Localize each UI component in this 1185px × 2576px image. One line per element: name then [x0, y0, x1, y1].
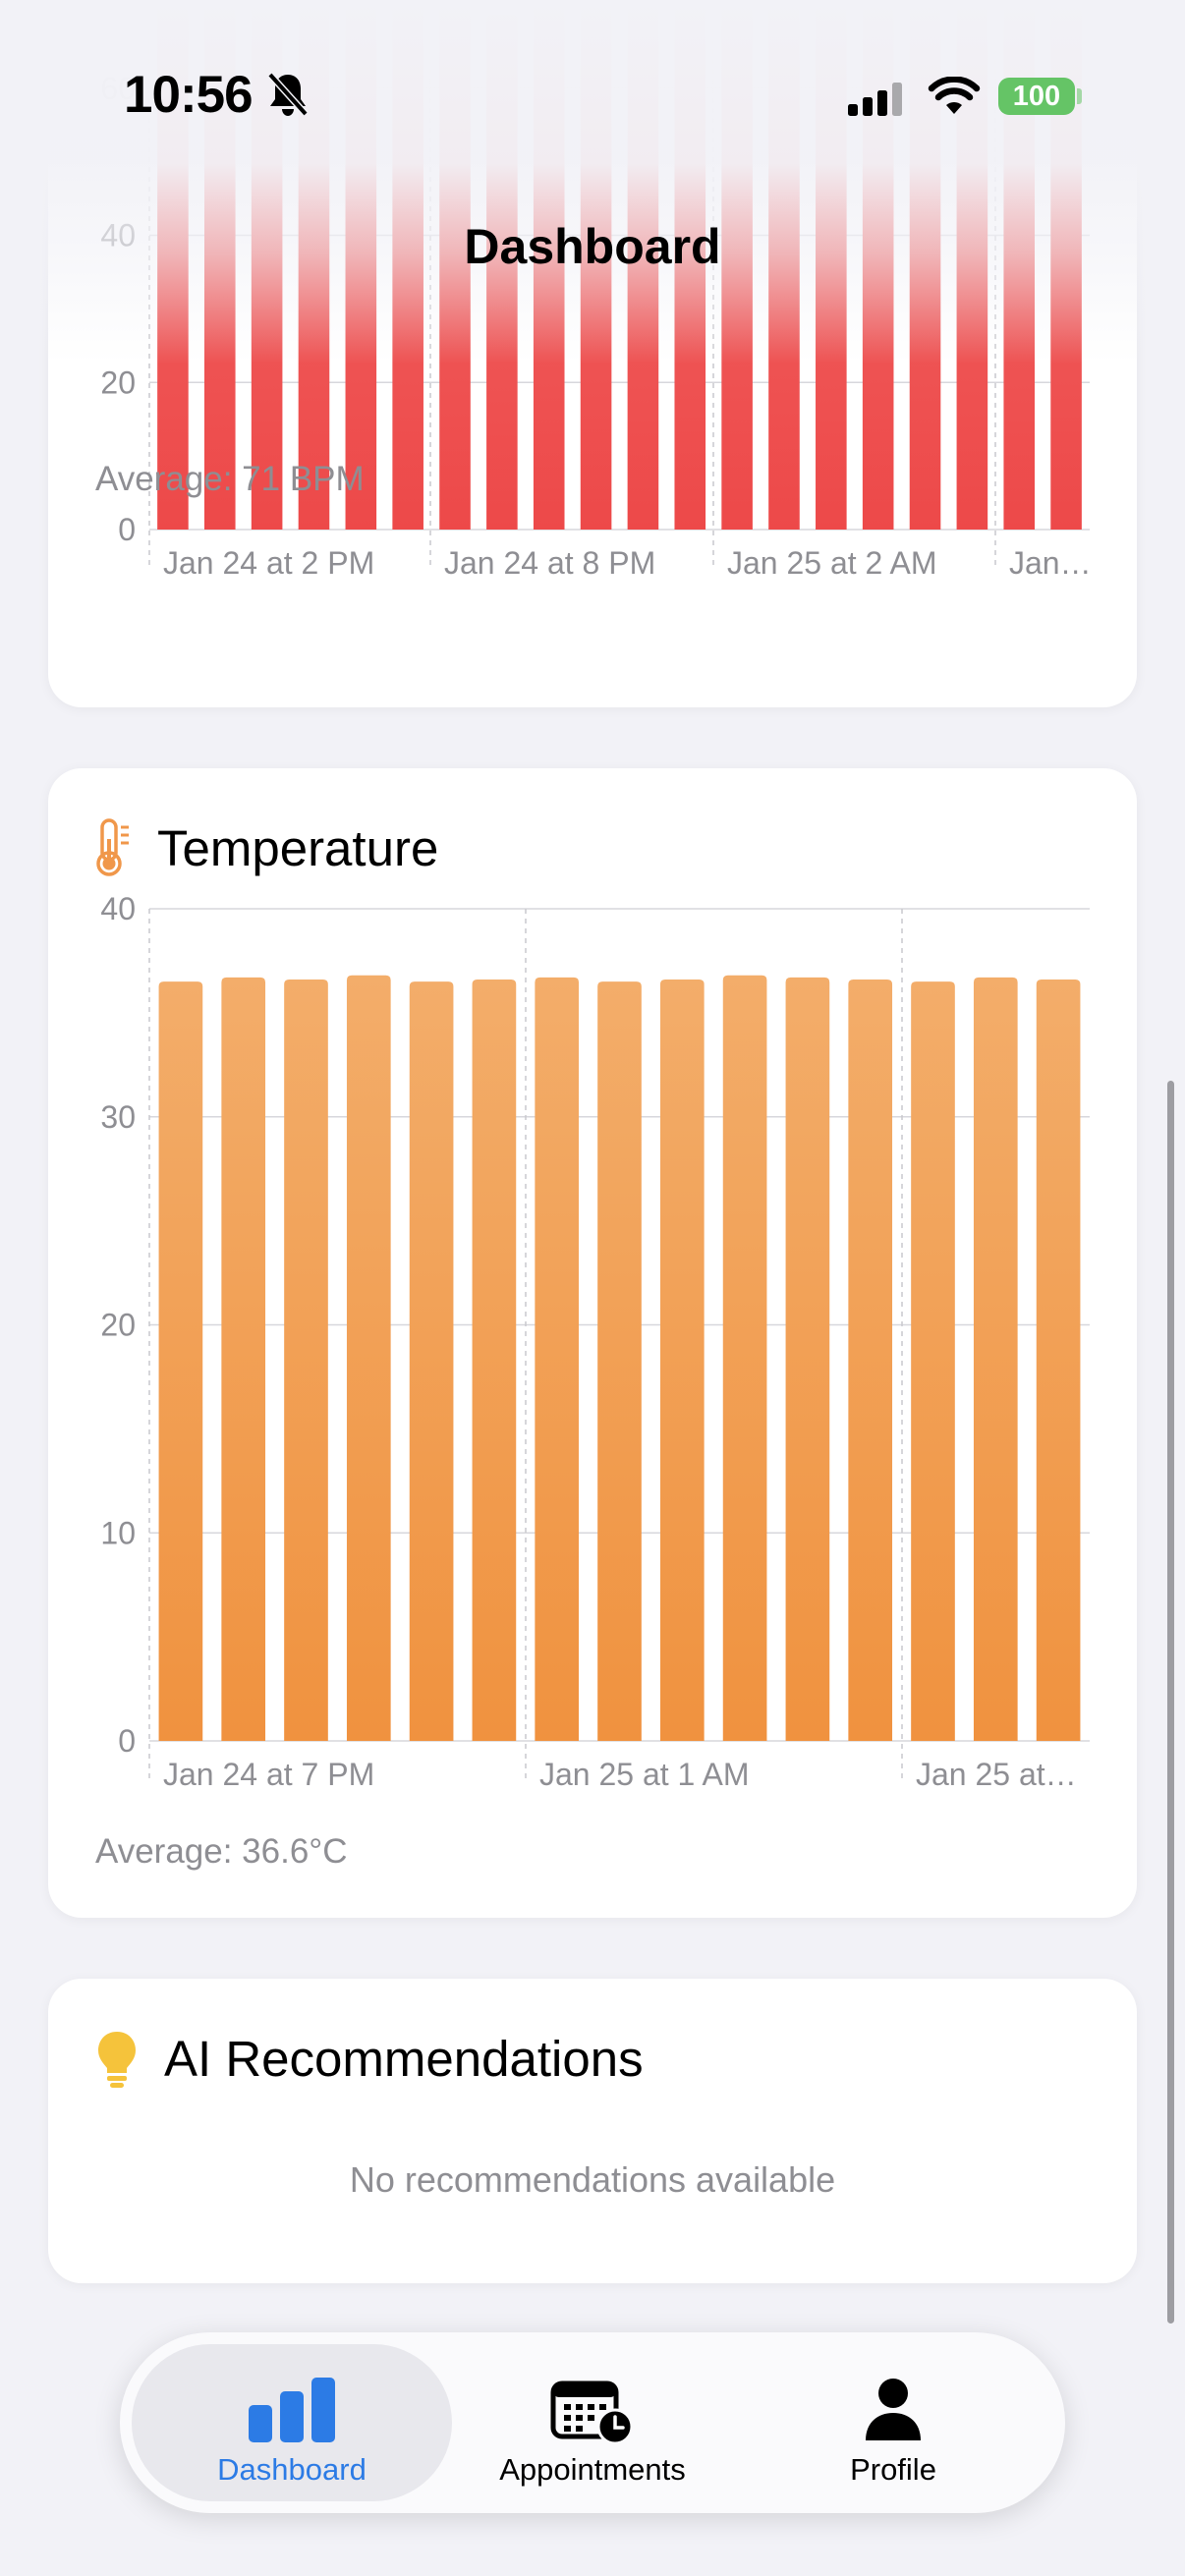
heart-rate-x-tick-label: Jan 24 at 8 PM — [444, 545, 655, 581]
temperature-bar — [722, 975, 767, 1741]
person-icon — [866, 2379, 921, 2440]
heart-rate-average: Average: 71 BPM — [95, 460, 365, 498]
scroll-indicator[interactable] — [1167, 1081, 1174, 2324]
temperature-bar — [785, 977, 830, 1741]
temperature-x-tick-label: Jan 25 at 1 AM — [539, 1757, 749, 1792]
temperature-bar — [973, 977, 1018, 1741]
temperature-y-tick-label: 0 — [118, 1723, 136, 1759]
bar-chart-icon — [249, 2378, 335, 2442]
temperature-bar — [221, 977, 266, 1741]
tab-label-appointments: Appointments — [499, 2452, 686, 2487]
temperature-bar — [158, 981, 203, 1741]
temperature-y-tick-label: 40 — [100, 891, 136, 926]
temperature-bar — [409, 981, 454, 1741]
temperature-bar — [284, 979, 328, 1741]
calendar-clock-icon — [550, 2380, 634, 2444]
wifi-icon — [928, 77, 981, 114]
temperature-bar — [597, 981, 642, 1741]
heart-rate-y-tick-label: 20 — [100, 364, 136, 400]
tab-appointments[interactable]: Appointments — [432, 2344, 753, 2501]
temperature-x-tick-label: Jan 24 at 7 PM — [163, 1757, 374, 1792]
status-time: 10:56 — [124, 66, 254, 124]
heart-rate-x-tick-label: Jan… — [1009, 545, 1092, 581]
battery-tip — [1077, 88, 1082, 104]
page-title: Dashboard — [464, 219, 721, 274]
thermometer-icon — [96, 818, 129, 876]
temperature-bar — [346, 975, 391, 1741]
temperature-bar — [472, 979, 517, 1741]
temperature-bar — [848, 979, 893, 1741]
empty-state-text: No recommendations available — [349, 2159, 836, 2200]
temperature-y-tick-label: 20 — [100, 1308, 136, 1343]
cellular-signal-icon — [848, 83, 902, 116]
tab-profile[interactable]: Profile — [733, 2344, 1053, 2501]
tab-label-profile: Profile — [850, 2452, 936, 2487]
battery-indicator: 100 — [998, 78, 1075, 115]
temperature-x-tick-label: Jan 25 at… — [916, 1757, 1077, 1792]
ai-recommendations-card: AI Recommendations No recommendations av… — [48, 1979, 1137, 2283]
ai-recommendations-title: AI Recommendations — [164, 2031, 644, 2087]
heart-rate-y-tick-label: 0 — [118, 512, 136, 547]
tab-dashboard[interactable]: Dashboard — [132, 2344, 452, 2501]
temperature-chart: 40 30 20 10 0 Jan 24 at 7 PM Jan 25 at 1 AM Jan… — [100, 891, 1090, 1792]
temperature-y-tick-label: 10 — [100, 1515, 136, 1550]
status-bar: 10:56 100 — [0, 0, 1185, 147]
temperature-title: Temperature — [157, 820, 439, 876]
temperature-bar — [659, 979, 705, 1741]
temperature-bar — [911, 981, 955, 1741]
temperature-y-tick-label: 30 — [100, 1099, 136, 1135]
lightbulb-icon — [98, 2032, 136, 2088]
tab-label-dashboard: Dashboard — [217, 2452, 367, 2487]
temperature-bar — [535, 977, 580, 1741]
heart-rate-x-tick-label: Jan 25 at 2 AM — [727, 545, 936, 581]
temperature-bar — [1036, 979, 1081, 1741]
header-fade — [0, 0, 1185, 364]
bell-slash-icon — [267, 72, 309, 117]
temperature-card: Temperature 40 30 20 10 0 Jan 24 at 7 PM Jan 2… — [48, 768, 1137, 1918]
heart-rate-x-tick-label: Jan 24 at 2 PM — [163, 545, 374, 581]
tab-bar: Dashboard Appointments Profile — [120, 2332, 1065, 2513]
temperature-average: Average: 36.6°C — [95, 1832, 348, 1871]
